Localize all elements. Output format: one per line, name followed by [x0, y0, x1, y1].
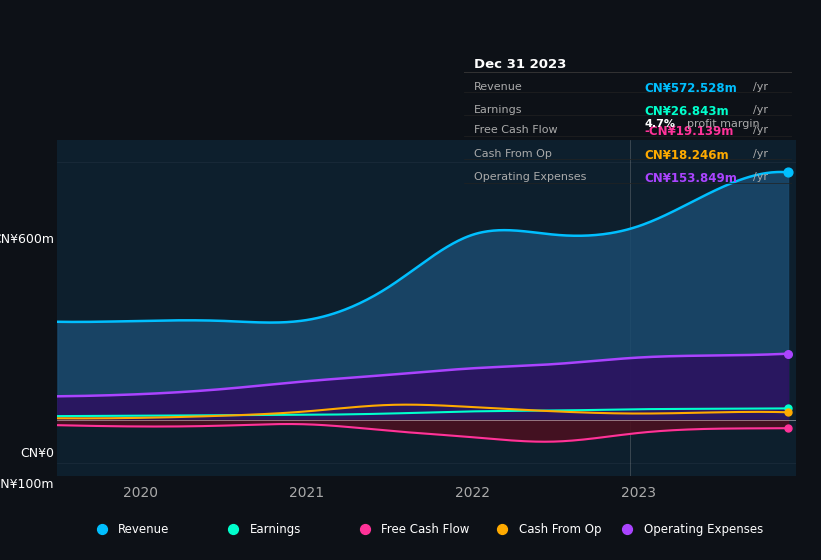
Text: Earnings: Earnings	[250, 522, 301, 536]
Text: Free Cash Flow: Free Cash Flow	[474, 125, 557, 136]
Point	[227, 525, 240, 534]
Text: Cash From Op: Cash From Op	[519, 522, 601, 536]
Text: CN¥600m: CN¥600m	[0, 232, 54, 246]
Text: Dec 31 2023: Dec 31 2023	[474, 58, 566, 71]
Text: /yr: /yr	[753, 149, 768, 159]
Text: CN¥572.528m: CN¥572.528m	[644, 82, 737, 95]
Text: 4.7%: 4.7%	[644, 119, 676, 129]
Text: /yr: /yr	[753, 105, 768, 115]
Point	[95, 525, 108, 534]
Point	[496, 525, 509, 534]
Point	[782, 404, 795, 413]
Text: CN¥26.843m: CN¥26.843m	[644, 105, 729, 118]
Point	[782, 424, 795, 433]
Text: /yr: /yr	[753, 82, 768, 92]
Text: Cash From Op: Cash From Op	[474, 149, 552, 159]
Text: /yr: /yr	[753, 172, 768, 183]
Text: -CN¥100m: -CN¥100m	[0, 478, 54, 491]
Text: Operating Expenses: Operating Expenses	[474, 172, 586, 183]
Text: Operating Expenses: Operating Expenses	[644, 522, 763, 536]
Text: Earnings: Earnings	[474, 105, 522, 115]
Text: profit margin: profit margin	[687, 119, 759, 129]
Text: /yr: /yr	[753, 125, 768, 136]
Point	[358, 525, 371, 534]
Point	[782, 168, 795, 177]
Point	[782, 408, 795, 417]
Text: CN¥0: CN¥0	[20, 447, 54, 460]
Text: Revenue: Revenue	[474, 82, 522, 92]
Text: -CN¥19.139m: -CN¥19.139m	[644, 125, 734, 138]
Text: CN¥153.849m: CN¥153.849m	[644, 172, 737, 185]
Text: Revenue: Revenue	[118, 522, 170, 536]
Point	[621, 525, 634, 534]
Text: Free Cash Flow: Free Cash Flow	[381, 522, 470, 536]
Point	[782, 349, 795, 358]
Text: CN¥18.246m: CN¥18.246m	[644, 149, 729, 162]
